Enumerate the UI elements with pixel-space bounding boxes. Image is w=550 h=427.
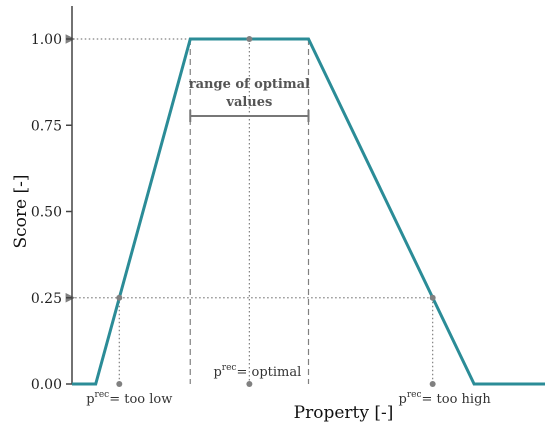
y-tick-label: 0.75 — [31, 118, 62, 134]
marker-group — [116, 36, 436, 387]
optimal-label: prec= optimal — [213, 363, 301, 380]
y-tick-label: 0.50 — [31, 205, 62, 221]
range-label-line-2: values — [225, 95, 272, 110]
too-high-label: prec= too high — [399, 390, 492, 407]
y-tick-label: 0.00 — [31, 377, 62, 393]
labels-group: Score [-] Property [-] range of optimal val… — [11, 77, 491, 423]
too-low-point — [116, 294, 123, 301]
y-tick-label: 0.25 — [31, 291, 62, 307]
too-high-point — [429, 294, 436, 301]
y-ticks: 0.00 0.25 0.50 0.75 1.00 — [31, 32, 72, 393]
x-axis-title: Property [-] — [294, 403, 394, 423]
too-low-label: prec= too low — [86, 390, 172, 407]
range-label-line-1: range of optimal — [189, 77, 310, 92]
optimal-axis-point — [246, 381, 253, 387]
too-high-axis-point — [429, 381, 436, 387]
optimal-top-point — [246, 36, 253, 42]
guide-lines — [65, 34, 434, 384]
y-axis-title: Score [-] — [11, 174, 31, 248]
y-tick-label: 1.00 — [31, 32, 62, 48]
too-low-axis-point — [116, 381, 123, 387]
